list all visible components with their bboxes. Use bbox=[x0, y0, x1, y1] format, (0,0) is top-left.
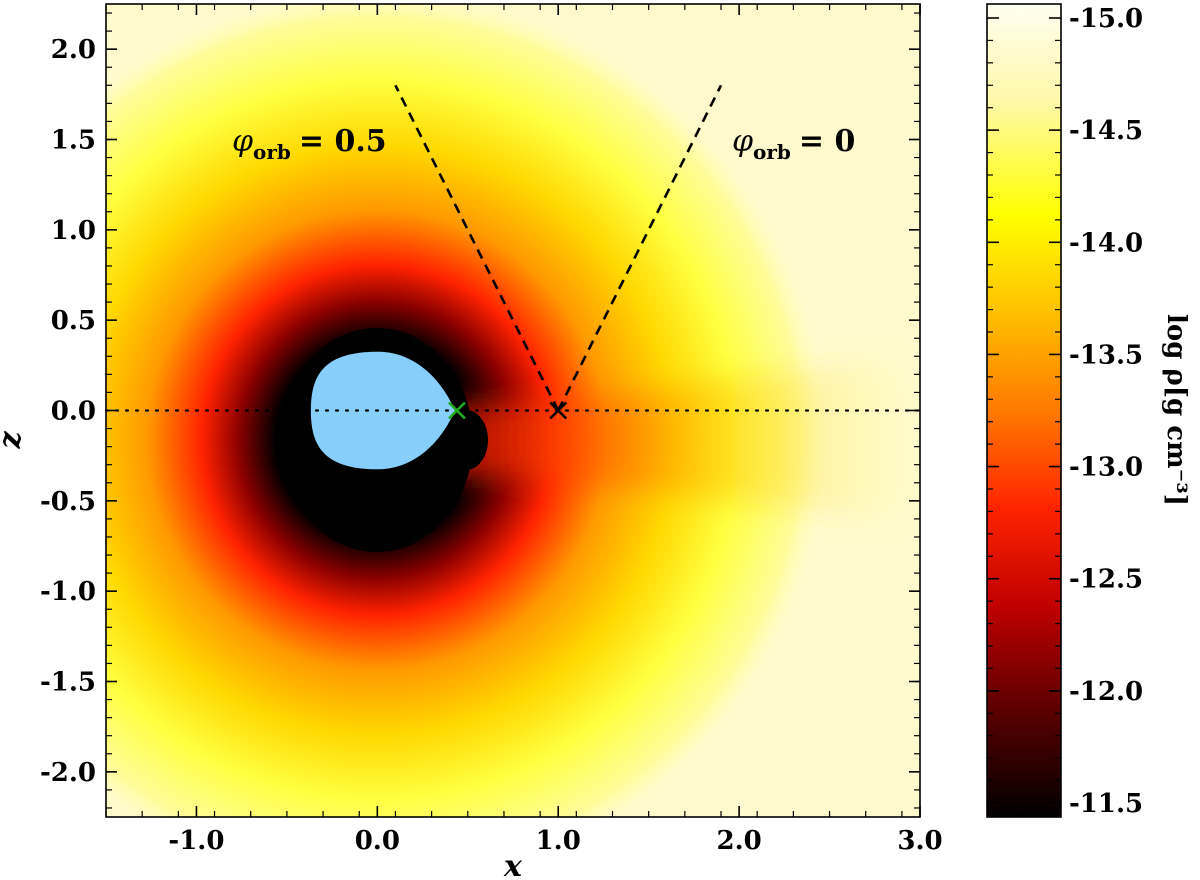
y-tick-label: -0.5 bbox=[40, 487, 96, 517]
x-tick-label: 0.0 bbox=[355, 826, 400, 856]
shell-bulge bbox=[444, 410, 488, 470]
x-tick-label: 3.0 bbox=[897, 826, 942, 856]
line-sight-line-0 bbox=[557, 84, 723, 412]
phase-annotation-0: φorb = 0 bbox=[732, 124, 855, 164]
x-tick-label: 1.0 bbox=[536, 826, 581, 856]
annotation-symbol: φ bbox=[732, 124, 753, 159]
annotation-symbol: φ bbox=[232, 124, 253, 159]
colorbar-ticks: -15.0 -14.5 -14.0 -13.5 -13.0 -12.5 -12.0 -11.5 bbox=[987, 4, 1143, 819]
axis-titles: x z bbox=[0, 431, 523, 880]
colorbar-tick-label: -14.5 bbox=[1069, 116, 1143, 146]
y-tick-label: -2.0 bbox=[40, 758, 96, 788]
colorbar-tick-label: -13.0 bbox=[1069, 453, 1143, 483]
annotation-value: = 0.5 bbox=[299, 124, 387, 159]
colorbar-title: log ρ[g cm⁻³] bbox=[1161, 314, 1191, 506]
y-tick-label: 1.5 bbox=[51, 126, 96, 156]
colorbar-frame bbox=[986, 3, 1062, 818]
line-layer bbox=[104, 84, 922, 412]
y-tick-label: 2.0 bbox=[51, 35, 96, 65]
y-tick-label: 0.0 bbox=[51, 397, 96, 427]
annotation-subscript: orb bbox=[753, 140, 791, 164]
annotation-subscript: orb bbox=[253, 140, 291, 164]
colorbar-gradient bbox=[987, 4, 1061, 817]
axis-ticks: -1.0 0.0 1.0 2.0 3.0 -2.0 -1.5 -1.0 -0.5 0.0 0.5 1.… bbox=[40, 4, 943, 856]
x-tick-label: 2.0 bbox=[716, 826, 761, 856]
marker-layer bbox=[448, 401, 568, 420]
colorbar-tick-label: -13.5 bbox=[1069, 340, 1143, 370]
marker-companion bbox=[549, 401, 568, 420]
colorbar-tick-label: -12.0 bbox=[1069, 677, 1143, 707]
line-sight-line-0-5 bbox=[394, 84, 560, 412]
colorbar-tick-label: -14.0 bbox=[1069, 228, 1143, 258]
colorbar-tick-label: -15.0 bbox=[1069, 4, 1143, 34]
marker-l1-point bbox=[448, 401, 466, 420]
star bbox=[310, 351, 455, 470]
y-tick-label: 1.0 bbox=[51, 216, 96, 246]
y-axis-title: z bbox=[0, 431, 28, 450]
annotation-layer: φorb = 0.5 φorb = 0 bbox=[232, 124, 855, 164]
colorbar-tick-label: -12.5 bbox=[1069, 565, 1143, 595]
y-tick-label: -1.5 bbox=[40, 668, 96, 698]
phase-annotation-0.5: φorb = 0.5 bbox=[232, 124, 387, 164]
x-tick-label: -1.0 bbox=[168, 826, 224, 856]
colorbar: -15.0 -14.5 -14.0 -13.5 -13.0 -12.5 -12.0 -11.5… bbox=[986, 3, 1191, 819]
annotation-value: = 0 bbox=[799, 124, 855, 159]
heatmap-plot: φorb = 0.5 φorb = 0 -1.0 0.0 1.0 2.0 3.0-2.0-1… bbox=[40, 3, 943, 856]
y-tick-label: 0.5 bbox=[51, 306, 96, 336]
accretion-stream bbox=[440, 360, 920, 520]
y-tick-label: -1.0 bbox=[40, 577, 96, 607]
x-axis-title: x bbox=[503, 849, 523, 880]
colorbar-tick-label: -11.5 bbox=[1069, 789, 1143, 819]
